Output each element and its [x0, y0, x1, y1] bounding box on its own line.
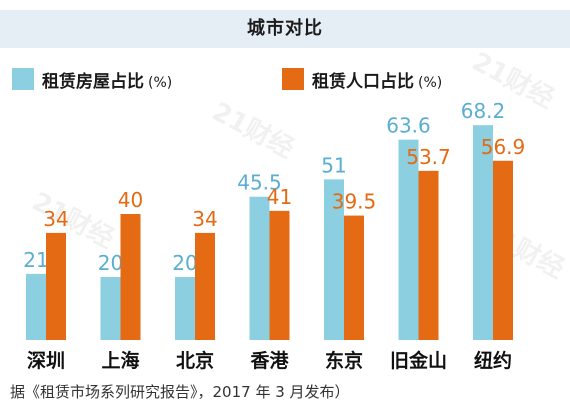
- data-label-s0-3: 45.5: [237, 171, 282, 195]
- data-label-s1-2: 34: [192, 207, 217, 231]
- data-label-s0-1: 20: [98, 251, 123, 275]
- source-note: 据《租赁市场系列研究报告》，2017 年 3 月发布）: [10, 383, 350, 401]
- data-label-s0-2: 20: [172, 251, 197, 275]
- category-label-0: 深圳: [27, 349, 65, 372]
- bar-s1-6: [493, 160, 513, 340]
- legend: 租赁房屋占比 (%) 租赁人口占比 (%): [0, 66, 570, 92]
- data-label-s1-6: 56.9: [481, 135, 526, 159]
- chart-title: 城市对比: [247, 18, 323, 39]
- data-label-s1-5: 53.7: [406, 145, 451, 169]
- data-label-s1-4: 39.5: [332, 190, 377, 214]
- category-label-3: 香港: [249, 350, 289, 372]
- legend-item-rental-population: 租赁人口占比 (%): [282, 66, 442, 92]
- bar-s1-5: [418, 170, 439, 340]
- legend-swatch-rental-housing: [12, 68, 34, 90]
- category-label-2: 北京: [176, 349, 214, 372]
- data-label-s0-5: 63.6: [386, 114, 431, 138]
- category-label-4: 东京: [325, 349, 363, 372]
- title-band: [0, 10, 570, 48]
- data-label-s0-4: 51: [321, 153, 346, 177]
- bar-s1-3: [269, 210, 290, 340]
- data-label-s1-0: 34: [43, 207, 68, 231]
- bar-s1-1: [120, 214, 141, 340]
- bar-s0-1: [100, 277, 121, 340]
- category-label-5: 旧金山: [390, 349, 447, 372]
- legend-item-rental-housing: 租赁房屋占比 (%): [12, 66, 172, 92]
- bar-s0-4: [324, 179, 344, 340]
- category-label-6: 纽约: [474, 349, 512, 372]
- bar-s0-5: [398, 139, 419, 340]
- bar-s0-0: [26, 273, 46, 340]
- bar-s1-2: [195, 232, 215, 340]
- legend-label-rental-population: 租赁人口占比 (%): [312, 71, 443, 92]
- bar-s0-6: [473, 125, 493, 340]
- bar-s1-0: [46, 232, 66, 340]
- data-label-s1-3: 41: [267, 185, 292, 209]
- data-label-s1-1: 40: [118, 188, 143, 212]
- data-label-s0-0: 21: [23, 248, 48, 272]
- legend-label-rental-housing: 租赁房屋占比 (%): [42, 71, 173, 92]
- data-label-s0-6: 68.2: [461, 99, 506, 123]
- legend-swatch-rental-population: [282, 68, 304, 90]
- bar-s1-4: [344, 215, 364, 340]
- bar-s0-3: [249, 196, 270, 340]
- bar-s0-2: [175, 277, 195, 340]
- category-label-1: 上海: [101, 349, 139, 372]
